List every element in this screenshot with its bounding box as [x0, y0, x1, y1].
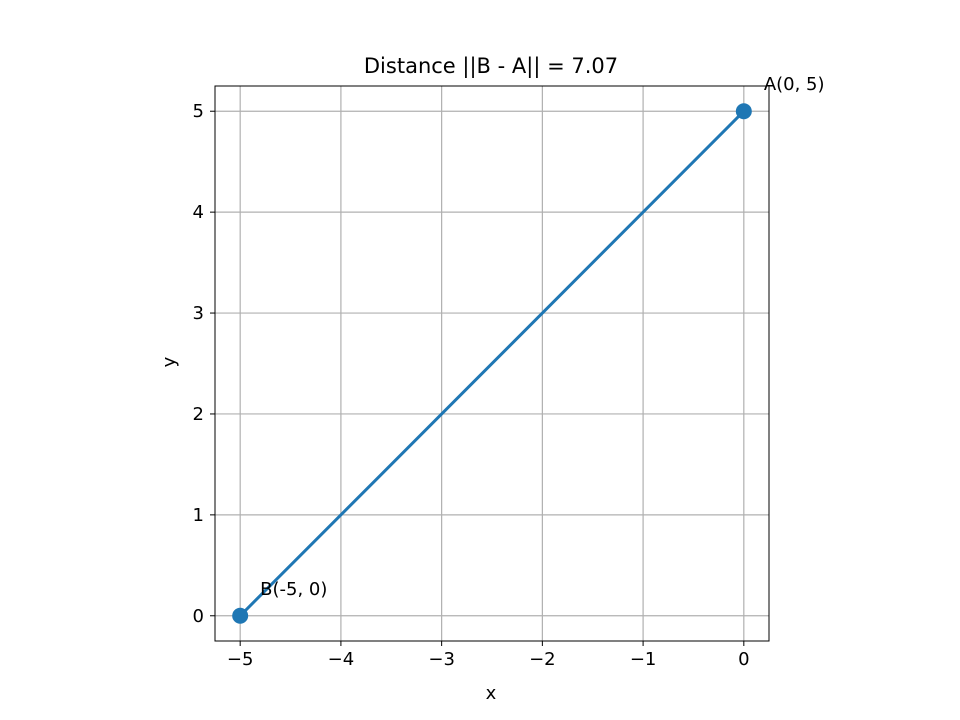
x-tick-label: 0 [738, 649, 749, 670]
y-tick-label: 4 [193, 202, 204, 223]
data-point [232, 607, 249, 624]
y-tick-label: 0 [193, 606, 204, 627]
data-point [735, 103, 752, 120]
y-tick-label: 5 [193, 101, 204, 122]
y-tick-label: 1 [193, 505, 204, 526]
x-tick-label: −2 [529, 649, 556, 670]
x-tick-label: −3 [428, 649, 455, 670]
chart-title: Distance ||B - A|| = 7.07 [364, 54, 618, 79]
y-axis-label: y [159, 356, 180, 367]
ticks: −5 −4 −3 −2 −1 0 0 1 2 3 4 5 [193, 101, 750, 670]
x-tick-label: −5 [227, 649, 254, 670]
y-tick-label: 3 [193, 303, 204, 324]
grid [215, 86, 769, 641]
x-tick-label: −4 [328, 649, 355, 670]
series: B(-5, 0) A(0, 5) [232, 74, 825, 624]
point-label: A(0, 5) [764, 74, 825, 95]
point-label: B(-5, 0) [260, 579, 327, 600]
plot-frame [214, 85, 770, 642]
x-tick-label: −1 [630, 649, 657, 670]
y-tick-label: 2 [193, 404, 204, 425]
segment-line [238, 109, 746, 618]
x-axis-label: x [486, 683, 497, 704]
